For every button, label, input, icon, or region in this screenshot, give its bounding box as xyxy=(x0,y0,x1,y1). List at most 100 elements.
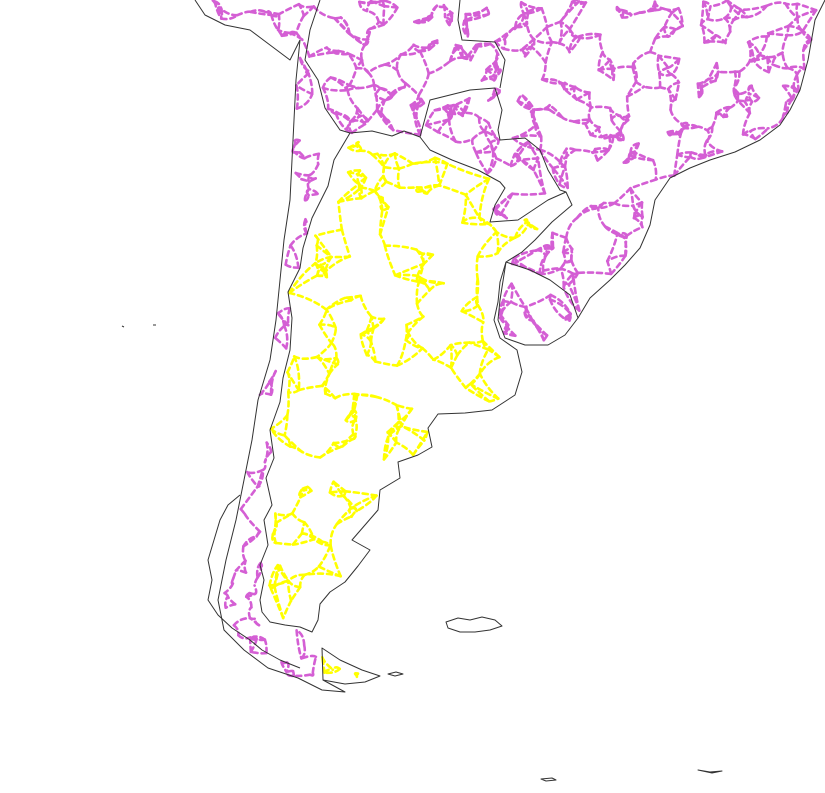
road-segment-brazil xyxy=(796,16,804,33)
road-segment-bolivia xyxy=(493,67,500,78)
road-segment-argentina xyxy=(365,340,373,357)
road-segment-argentina xyxy=(359,333,369,357)
road-segment-bolivia xyxy=(349,114,361,123)
road-segment-bolivia xyxy=(419,14,433,24)
road-segment-brazil xyxy=(550,231,554,250)
road-segment-brazil xyxy=(706,5,712,21)
road-segment-brazil xyxy=(677,6,684,28)
road-segment-brazil xyxy=(669,108,684,126)
road-segment-brazil xyxy=(743,92,751,104)
road-segment-argentina xyxy=(292,355,319,360)
road-segment-paraguay xyxy=(527,140,540,160)
road-segment-paraguay xyxy=(474,142,493,154)
road-segment-argentina xyxy=(303,572,342,578)
road-segment-argentina xyxy=(417,262,425,284)
road-segment-argentina xyxy=(446,162,491,181)
road-segment-brazil xyxy=(525,22,535,41)
road-segment-brazil xyxy=(648,37,657,54)
road-segment-chile xyxy=(284,244,292,266)
road-segment-chile xyxy=(223,582,235,595)
road-segment-paraguay xyxy=(483,130,500,142)
road-segment-brazil xyxy=(548,104,564,119)
road-segment-chile xyxy=(306,180,311,191)
road-segment-brazil xyxy=(564,216,579,240)
road-segment-brazil xyxy=(670,57,681,76)
road-segment-brazil xyxy=(801,8,818,33)
road-segment-brazil xyxy=(502,38,507,51)
road-segment-argentina xyxy=(318,323,337,330)
road-segment-brazil xyxy=(540,7,549,29)
road-segment-chile xyxy=(300,177,311,184)
road-segment-argentina xyxy=(268,579,290,587)
road-segment-bolivia xyxy=(475,42,492,47)
road-segment-chile xyxy=(292,139,301,149)
road-segment-brazil xyxy=(589,133,604,139)
road-segment-brazil xyxy=(557,80,563,86)
road-segment-brazil xyxy=(559,260,567,270)
road-segment-brazil xyxy=(559,267,566,289)
road-segment-bolivia xyxy=(448,45,463,63)
road-segment-bolivia xyxy=(348,66,358,87)
road-segment-brazil xyxy=(597,201,616,210)
road-segment-argentina xyxy=(335,507,353,526)
road-segment-brazil xyxy=(619,118,630,133)
road-segment-argentina xyxy=(287,274,319,295)
road-segment-argentina xyxy=(373,175,385,193)
road-segment-argentina xyxy=(449,366,468,390)
road-segment-chile xyxy=(292,140,297,149)
road-segment-argentina xyxy=(351,407,358,422)
road-segment-argentina xyxy=(383,244,418,251)
road-segment-uruguay xyxy=(502,282,513,302)
road-segment-chile xyxy=(246,470,259,488)
road-segment-argentina xyxy=(468,341,490,351)
road-segment-brazil xyxy=(752,58,771,74)
road-segment-brazil xyxy=(573,85,591,94)
road-segment-argentina xyxy=(300,450,322,459)
road-segment-brazil xyxy=(682,123,690,129)
road-segment-brazil xyxy=(732,70,741,90)
road-segment-brazil xyxy=(795,67,806,76)
road-segment-paraguay xyxy=(454,137,474,144)
road-segment-argentina xyxy=(438,162,449,187)
road-segment-chile xyxy=(303,152,321,160)
road-segment-chile xyxy=(295,84,314,96)
road-segment-brazil xyxy=(728,99,740,109)
road-segment-paraguay xyxy=(424,109,437,127)
road-segment-argentina xyxy=(347,146,361,153)
road-segment-chile xyxy=(245,592,257,599)
brazil-coast xyxy=(577,0,825,319)
road-segment-argentina xyxy=(376,152,386,169)
road-segment-brazil xyxy=(633,150,655,162)
road-segment-brazil xyxy=(741,111,752,136)
road-segment-argentina xyxy=(406,331,424,350)
road-segment-brazil xyxy=(568,36,578,54)
road-segment-bolivia xyxy=(355,66,370,75)
road-segment-bolivia xyxy=(220,7,224,20)
road-segment-brazil xyxy=(610,118,622,133)
uruguay-border xyxy=(497,261,579,346)
road-segment-brazil xyxy=(625,225,644,237)
road-segment-argentina xyxy=(332,480,345,497)
road-segment-brazil xyxy=(557,42,571,54)
road-segment-chile xyxy=(307,72,314,96)
road-segment-argentina xyxy=(344,409,356,422)
road-segment-brazil xyxy=(613,201,635,208)
road-segment-brazil xyxy=(723,5,733,20)
road-segment-argentina xyxy=(383,244,397,277)
road-segment-argentina xyxy=(469,383,500,400)
road-segment-argentina xyxy=(274,541,295,546)
road-segment-chile xyxy=(284,263,300,270)
road-segment-brazil xyxy=(512,256,541,276)
road-segment-brazil xyxy=(564,236,574,251)
road-segment-bolivia xyxy=(276,12,281,32)
road-segment-paraguay xyxy=(424,123,440,134)
road-segment-brazil xyxy=(666,81,681,91)
road-segment-argentina xyxy=(355,140,361,152)
road-segment-brazil xyxy=(574,148,594,154)
road-segment-argentina xyxy=(359,326,375,336)
road-segment-brazil xyxy=(463,6,488,23)
road-segment-argentina xyxy=(411,430,429,457)
road-segment-chile xyxy=(286,307,292,327)
road-segment-argentina xyxy=(382,165,401,170)
